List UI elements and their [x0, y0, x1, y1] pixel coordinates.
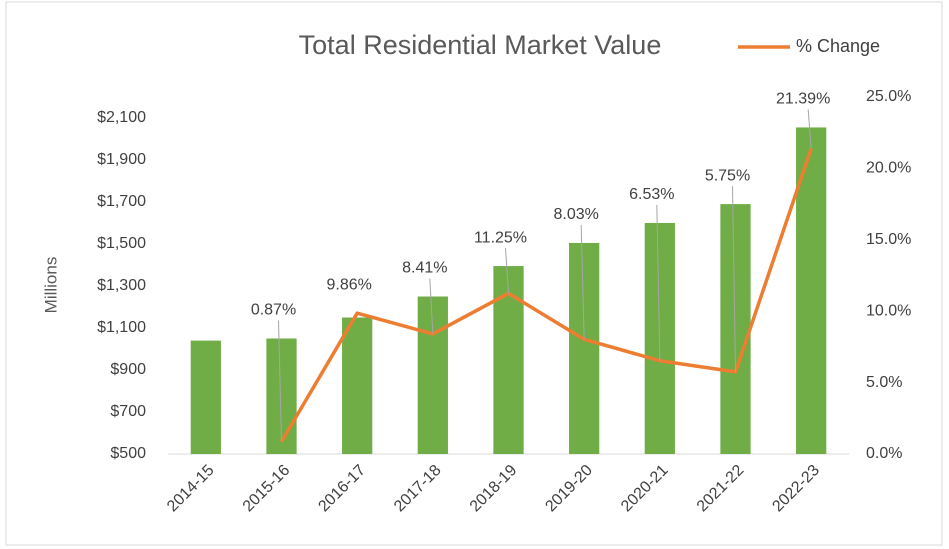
- bar: [569, 242, 600, 454]
- leader-line: [807, 109, 812, 149]
- leader-line: [580, 224, 585, 340]
- y-tick-label: $1,500: [97, 235, 146, 252]
- data-label: 9.86%: [326, 276, 371, 293]
- data-label: 0.87%: [251, 302, 296, 319]
- data-label: 11.25%: [474, 229, 527, 246]
- data-label: 5.75%: [705, 167, 750, 184]
- chart-title: Total Residential Market Value: [299, 30, 662, 60]
- y-tick-label: $500: [110, 445, 146, 462]
- leader-line: [656, 204, 661, 361]
- y-tick-label: $900: [110, 361, 146, 378]
- y2-tick-label: 10.0%: [866, 302, 911, 319]
- y2-tick-label: 25.0%: [866, 88, 911, 105]
- y2-tick-label: 0.0%: [866, 445, 902, 462]
- leader-line: [429, 278, 434, 334]
- y-tick-label: $1,300: [97, 277, 146, 294]
- leader-line: [505, 248, 509, 294]
- bar: [417, 296, 448, 454]
- bar: [342, 317, 373, 454]
- y2-tick-label: 15.0%: [866, 231, 911, 248]
- leader-line: [732, 186, 736, 372]
- data-label: 6.53%: [629, 186, 674, 203]
- y2-tick-label: 20.0%: [866, 160, 911, 177]
- y-tick-label: $1,700: [97, 193, 146, 210]
- y-axis-label: Millions: [41, 257, 60, 314]
- y-tick-label: $700: [110, 403, 146, 420]
- legend-label: % Change: [796, 36, 880, 56]
- data-label: 8.41%: [402, 260, 447, 277]
- y-tick-label: $1,100: [97, 319, 146, 336]
- line: [279, 147, 813, 443]
- y2-tick-label: 5.0%: [866, 374, 902, 391]
- data-label: 8.03%: [553, 206, 598, 223]
- data-label: 21.39%: [776, 91, 830, 108]
- y-tick-label: $2,100: [97, 109, 146, 126]
- bar: [720, 204, 751, 454]
- bar: [190, 340, 221, 454]
- y-tick-label: $1,900: [97, 151, 146, 168]
- leader-line: [278, 320, 282, 442]
